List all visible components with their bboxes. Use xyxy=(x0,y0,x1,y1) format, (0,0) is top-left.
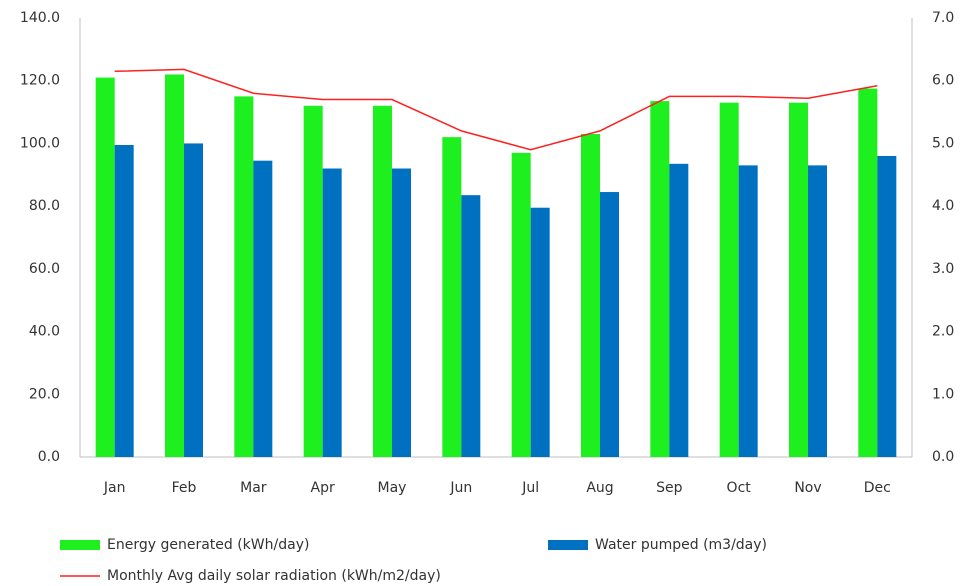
bar xyxy=(581,134,600,457)
x-tick-label: Mar xyxy=(240,480,267,496)
bar xyxy=(114,144,134,457)
bar xyxy=(650,101,670,457)
y2-tick-label: 4.0 xyxy=(932,198,954,214)
bar xyxy=(600,192,619,457)
bar xyxy=(184,143,203,457)
y-tick-label: 60.0 xyxy=(29,261,60,277)
y-tick-label: 100.0 xyxy=(20,135,60,151)
bar xyxy=(669,163,689,457)
y2-tick-label: 7.0 xyxy=(932,10,954,26)
y2-tick-label: 2.0 xyxy=(932,324,954,340)
x-tick-label: Dec xyxy=(864,480,891,496)
line xyxy=(114,68,878,151)
y2-tick-label: 6.0 xyxy=(932,73,954,89)
bar xyxy=(719,102,739,458)
y-tick-label: 40.0 xyxy=(29,324,60,340)
bar xyxy=(165,74,184,457)
bar xyxy=(808,165,827,457)
bar xyxy=(392,168,411,457)
legend-swatch xyxy=(60,540,100,550)
y2-tick-label: 0.0 xyxy=(932,449,954,465)
bar xyxy=(234,96,254,458)
bar xyxy=(789,102,808,458)
y-tick-label: 20.0 xyxy=(29,386,60,402)
legend-swatch xyxy=(548,540,588,550)
bar xyxy=(511,152,531,458)
bar xyxy=(530,207,550,457)
x-tick-label: Apr xyxy=(311,480,335,496)
legend-label: Water pumped (m3/day) xyxy=(595,537,767,553)
y-tick-label: 140.0 xyxy=(20,10,60,26)
bar xyxy=(738,165,758,457)
y2-tick-label: 1.0 xyxy=(932,386,954,402)
bar xyxy=(461,195,481,458)
legend-label: Monthly Avg daily solar radiation (kWh/m… xyxy=(107,568,441,584)
y2-tick-label: 3.0 xyxy=(932,261,954,277)
y2-tick-label: 5.0 xyxy=(932,135,954,151)
bar xyxy=(877,155,897,457)
x-tick-label: Jun xyxy=(449,480,472,496)
x-tick-label: Jul xyxy=(521,480,539,496)
y-tick-label: 0.0 xyxy=(38,449,60,465)
x-tick-label: Aug xyxy=(586,480,613,496)
x-tick-label: May xyxy=(378,480,407,496)
bar xyxy=(303,105,323,458)
legend-label: Energy generated (kWh/day) xyxy=(107,537,309,553)
bar xyxy=(858,88,878,457)
y-tick-label: 120.0 xyxy=(20,73,60,89)
x-tick-label: Jan xyxy=(103,480,126,496)
bar xyxy=(442,137,462,457)
bar xyxy=(322,168,342,457)
bar xyxy=(95,77,115,457)
x-tick-label: Nov xyxy=(794,480,821,496)
x-tick-label: Feb xyxy=(172,480,197,496)
bar xyxy=(373,105,392,458)
bar xyxy=(253,160,273,458)
x-tick-label: Sep xyxy=(656,480,683,496)
x-tick-label: Oct xyxy=(727,480,752,496)
y-tick-label: 80.0 xyxy=(29,198,60,214)
